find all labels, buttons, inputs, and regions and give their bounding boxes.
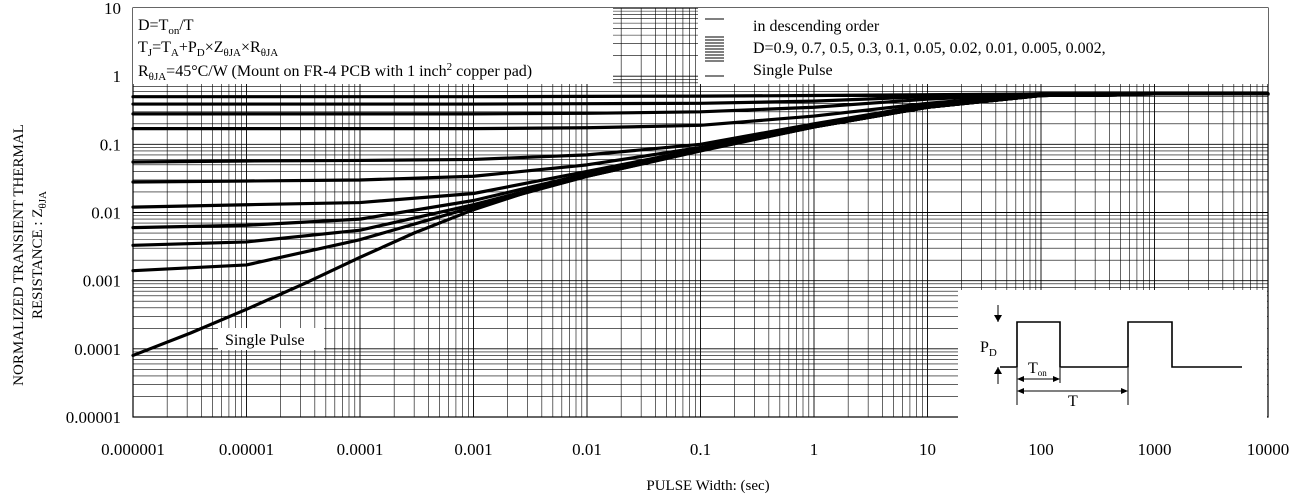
y-tick-label: 0.00001 bbox=[66, 408, 121, 427]
y-tick-labels: 10 1 0.1 0.01 0.001 0.0001 0.00001 bbox=[66, 0, 121, 427]
y-tick-label: 1 bbox=[113, 67, 122, 86]
annotation-box-bg bbox=[133, 8, 613, 84]
inset-pulse-waveform bbox=[1000, 321, 1242, 368]
series-group bbox=[131, 92, 1270, 358]
x-tick-label: 1 bbox=[810, 440, 819, 459]
y-tick-label: 0.01 bbox=[91, 204, 121, 223]
inset-pd-label: PD bbox=[980, 339, 997, 359]
x-tick-label: 10000 bbox=[1247, 440, 1290, 459]
legend-line2: D=0.9, 0.7, 0.5, 0.3, 0.1, 0.05, 0.02, 0… bbox=[753, 40, 1106, 57]
y-tick-label: 0.001 bbox=[83, 272, 121, 291]
single-pulse-label-bg bbox=[218, 328, 324, 350]
y-tick-label: 0.1 bbox=[100, 135, 121, 154]
inset-t-arrow-left bbox=[1017, 388, 1024, 394]
x-tick-label: 1000 bbox=[1138, 440, 1172, 459]
single-pulse-label: Single Pulse bbox=[225, 332, 305, 349]
x-tick-label: 0.0001 bbox=[337, 440, 384, 459]
x-tick-label: 0.000001 bbox=[101, 440, 165, 459]
y-axis-title-line2: RESISTANCE : ZθJA bbox=[30, 191, 49, 319]
x-tick-label: 10 bbox=[919, 440, 936, 459]
x-tick-label: 0.001 bbox=[454, 440, 492, 459]
inset-pd-arrow-top bbox=[994, 315, 1002, 322]
x-axis-title: PULSE Width: (sec) bbox=[646, 478, 769, 494]
legend-bg bbox=[698, 8, 1268, 84]
inset-pd-arrow-bottom bbox=[994, 367, 1002, 374]
inset-t-label: T bbox=[1068, 393, 1078, 410]
y-tick-label: 0.0001 bbox=[74, 340, 121, 359]
y-axis-title-line1: NORMALIZED TRANSIENT THERMAL bbox=[11, 124, 27, 386]
x-tick-labels: 0.000001 0.00001 0.0001 0.001 0.01 0.1 1 10 100 1… bbox=[101, 440, 1289, 459]
y-axis-title: NORMALIZED TRANSIENT THERMAL RESISTANCE … bbox=[11, 124, 49, 386]
legend-line1: in descending order bbox=[753, 18, 880, 35]
inset-t-arrow-right bbox=[1121, 388, 1128, 394]
x-tick-label: 0.00001 bbox=[219, 440, 274, 459]
inset-ton-arrow-right bbox=[1053, 376, 1060, 382]
annotation-line: D=Ton/T bbox=[138, 17, 194, 37]
series-line bbox=[131, 92, 1270, 358]
inset-bg bbox=[958, 290, 1267, 418]
legend-line-swatches bbox=[705, 18, 724, 77]
legend-line3: Single Pulse bbox=[753, 62, 833, 79]
x-tick-label: 100 bbox=[1028, 440, 1054, 459]
annotation-line: TJ=TA+PD×ZθJA×RθJA bbox=[138, 39, 278, 59]
x-tick-label: 0.01 bbox=[572, 440, 602, 459]
y-tick-label: 10 bbox=[104, 0, 121, 18]
inset-ton-arrow-left bbox=[1017, 376, 1024, 382]
x-tick-label: 0.1 bbox=[690, 440, 711, 459]
annotation-line: RθJA=45°C/W (Mount on FR-4 PCB with 1 in… bbox=[138, 61, 532, 83]
inset-ton-label: Ton bbox=[1028, 360, 1047, 378]
duty-cycle-inset: PD Ton T bbox=[958, 290, 1267, 418]
